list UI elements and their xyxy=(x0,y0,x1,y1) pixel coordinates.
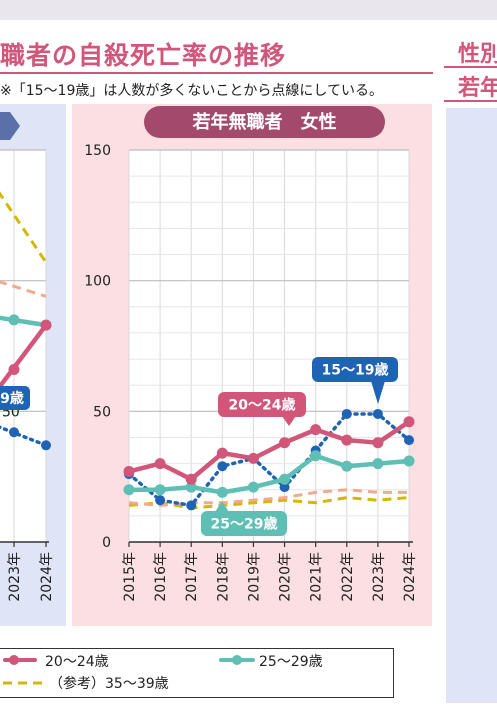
chart-title-badge: 若年無職者 女性 xyxy=(144,106,385,138)
data-point xyxy=(247,481,259,493)
series-label-15-19: 15～19歳 xyxy=(312,357,398,404)
data-point xyxy=(154,484,166,496)
series-label: 15～19歳 xyxy=(322,362,389,379)
y-tick-label: 50 xyxy=(93,404,111,420)
left-data-point xyxy=(8,364,20,376)
data-point xyxy=(185,481,197,493)
left-series-line xyxy=(0,280,47,298)
left-series-line xyxy=(0,315,49,328)
data-point xyxy=(123,484,135,496)
data-point xyxy=(279,437,291,449)
legend-label-20-24: 20～24歳 xyxy=(45,654,109,670)
series-label: 25～29歳 xyxy=(211,516,278,533)
right-title-2: 若年 xyxy=(458,76,497,101)
left-x-tick-label: 2023年 xyxy=(7,552,23,602)
x-tick-label: 2017年 xyxy=(184,552,200,602)
x-tick-label: 2020年 xyxy=(278,552,294,602)
top-strip xyxy=(0,0,497,20)
x-tick-label: 2021年 xyxy=(309,552,325,602)
legend-label-35-39: （参考）35～39歳 xyxy=(49,676,169,692)
left-x-tick-label: 2024年 xyxy=(39,552,55,602)
legend-swatch-35-39 xyxy=(3,681,43,685)
data-point xyxy=(310,424,322,436)
right-title-1: 性別 xyxy=(458,42,497,67)
legend-label-25-29: 25～29歳 xyxy=(259,654,323,670)
data-point xyxy=(403,416,415,428)
y-tick-label: 100 xyxy=(84,274,111,290)
data-point xyxy=(372,408,383,419)
title-rule xyxy=(0,72,433,74)
chart-title: 若年無職者 女性 xyxy=(192,111,337,133)
x-tick-label: 2019年 xyxy=(246,552,262,602)
left-title-badge xyxy=(0,112,20,140)
data-point xyxy=(341,408,352,419)
y-tick-label: 150 xyxy=(84,143,111,159)
x-tick-label: 2015年 xyxy=(122,552,138,602)
chart-title-bg xyxy=(144,106,385,138)
callout-pointer xyxy=(371,381,385,404)
legend-marker-25-29 xyxy=(232,655,242,665)
data-point xyxy=(185,473,197,485)
left-data-point xyxy=(8,314,20,326)
data-point xyxy=(217,461,228,472)
callout-pointer xyxy=(282,416,296,426)
series-line xyxy=(127,412,411,508)
data-point xyxy=(123,465,135,477)
series-label-20-24: 20～24歳 xyxy=(218,392,306,426)
callout-box xyxy=(312,357,398,382)
data-point xyxy=(404,435,414,446)
x-tick-label: 2023年 xyxy=(371,552,387,602)
x-tick-label: 2024年 xyxy=(402,552,418,602)
plot-area xyxy=(129,150,409,542)
left-data-point xyxy=(9,427,19,438)
left-series-line xyxy=(0,425,48,448)
legend: 20～24歳 25～29歳 （参考）35～39歳 xyxy=(0,648,394,698)
left-callout-box xyxy=(0,386,30,410)
y-tick-label: 0 xyxy=(102,535,111,551)
x-tick-label: 2016年 xyxy=(153,552,169,602)
legend-swatch-20-24 xyxy=(3,658,37,662)
data-point xyxy=(216,486,228,498)
series-line xyxy=(126,453,412,495)
series-line xyxy=(126,419,412,482)
right-title-rule-2 xyxy=(444,100,497,102)
data-point xyxy=(341,434,353,446)
x-tick-label: 2022年 xyxy=(340,552,356,602)
legend-marker-20-24 xyxy=(9,655,19,665)
left-plot-area xyxy=(0,150,46,542)
series-label-25-29: 25～29歳 xyxy=(201,501,287,536)
data-point xyxy=(155,495,166,506)
data-point xyxy=(403,455,415,467)
x-tick-label: 2018年 xyxy=(215,552,231,602)
left-series-line xyxy=(0,322,49,391)
callout-box xyxy=(201,511,287,536)
series-label: 20～24歳 xyxy=(229,397,296,414)
data-point xyxy=(279,473,291,485)
data-point xyxy=(154,458,166,470)
left-data-point xyxy=(40,319,52,331)
data-point xyxy=(341,460,353,472)
page-title: 職者の自殺死亡率の推移 xyxy=(0,41,287,70)
data-point xyxy=(216,447,228,459)
data-point xyxy=(372,437,384,449)
data-point xyxy=(247,452,259,464)
callout-box xyxy=(218,392,306,417)
right-title-rule xyxy=(444,66,497,68)
chart-note: ※「15～19歳」は人数が多くないことから点線にしている。 xyxy=(0,83,383,99)
left-series-label: 9歳 xyxy=(0,390,24,407)
right-chart-panel xyxy=(446,108,497,703)
left-data-point xyxy=(41,440,51,451)
data-point xyxy=(279,482,290,493)
data-point xyxy=(186,500,197,511)
callout-pointer xyxy=(215,501,229,512)
data-point xyxy=(310,450,322,462)
data-point xyxy=(372,458,384,470)
